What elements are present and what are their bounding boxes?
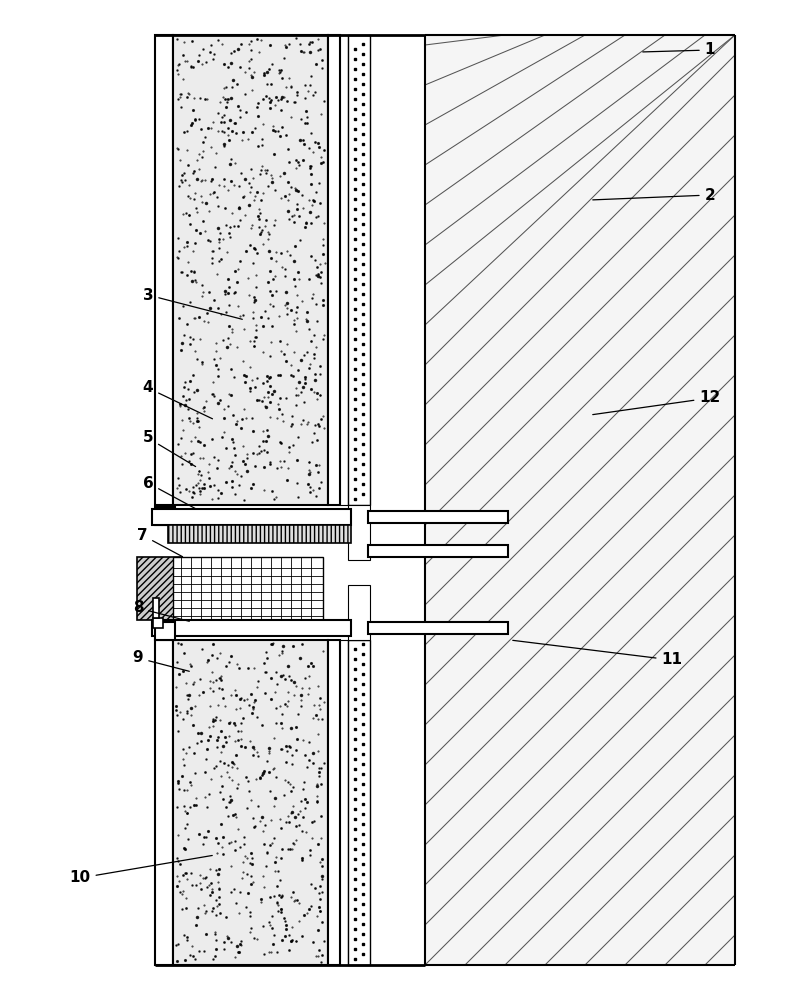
Bar [328,640,340,965]
Bar [425,35,735,965]
Bar [348,35,370,505]
Text: 4: 4 [143,380,213,419]
Text: 6: 6 [143,476,195,509]
Text: 3: 3 [143,288,243,319]
Bar [153,598,159,618]
Bar [168,525,351,543]
Text: 12: 12 [593,390,721,415]
Bar [368,622,508,634]
Bar [340,640,348,965]
Text: 10: 10 [69,855,212,886]
Bar [153,618,163,628]
Text: 11: 11 [513,640,682,668]
Bar [368,511,508,523]
Bar [137,557,182,620]
Bar [348,640,370,965]
Bar [152,620,351,636]
Text: 8: 8 [133,600,189,621]
Text: 9: 9 [133,650,189,671]
Bar [328,35,340,505]
Bar [152,509,351,525]
Bar [348,505,370,560]
Bar [155,640,173,965]
Bar [348,585,370,640]
Bar [155,35,173,505]
Bar [155,622,175,640]
Text: 5: 5 [143,430,195,467]
Bar [368,545,508,557]
Bar [340,35,348,505]
Text: 2: 2 [593,188,715,202]
Bar [173,35,328,505]
Bar [155,507,175,525]
Bar [173,557,323,620]
Bar [173,640,328,965]
Text: 1: 1 [643,42,715,57]
Text: 7: 7 [137,528,183,557]
